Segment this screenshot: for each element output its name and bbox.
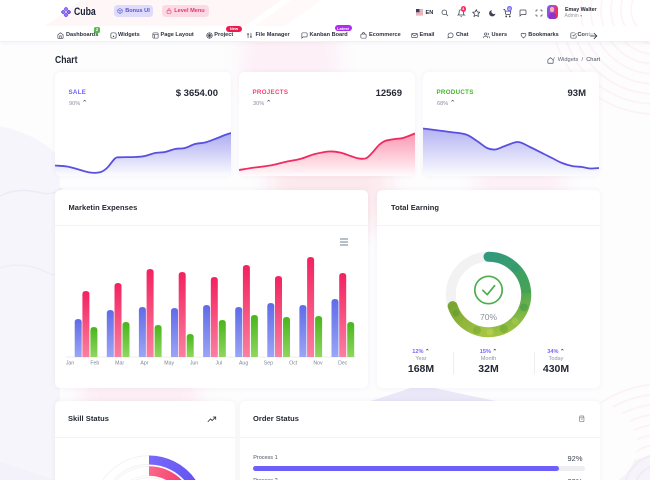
svg-text:May: May [164, 361, 174, 367]
svg-text:Feb: Feb [90, 361, 99, 367]
svg-text:Dec: Dec [338, 361, 348, 367]
svg-text:70%: 70% [479, 312, 496, 322]
svg-text:Oct: Oct [289, 361, 298, 367]
svg-text:Jul: Jul [215, 361, 222, 367]
svg-text:Aug: Aug [239, 361, 248, 367]
svg-text:Mar: Mar [115, 361, 124, 367]
svg-text:Apr: Apr [140, 361, 148, 367]
svg-text:Jan: Jan [66, 361, 74, 367]
svg-text:Jun: Jun [190, 361, 198, 367]
svg-text:Nov: Nov [313, 361, 323, 367]
svg-text:Sep: Sep [264, 361, 273, 367]
